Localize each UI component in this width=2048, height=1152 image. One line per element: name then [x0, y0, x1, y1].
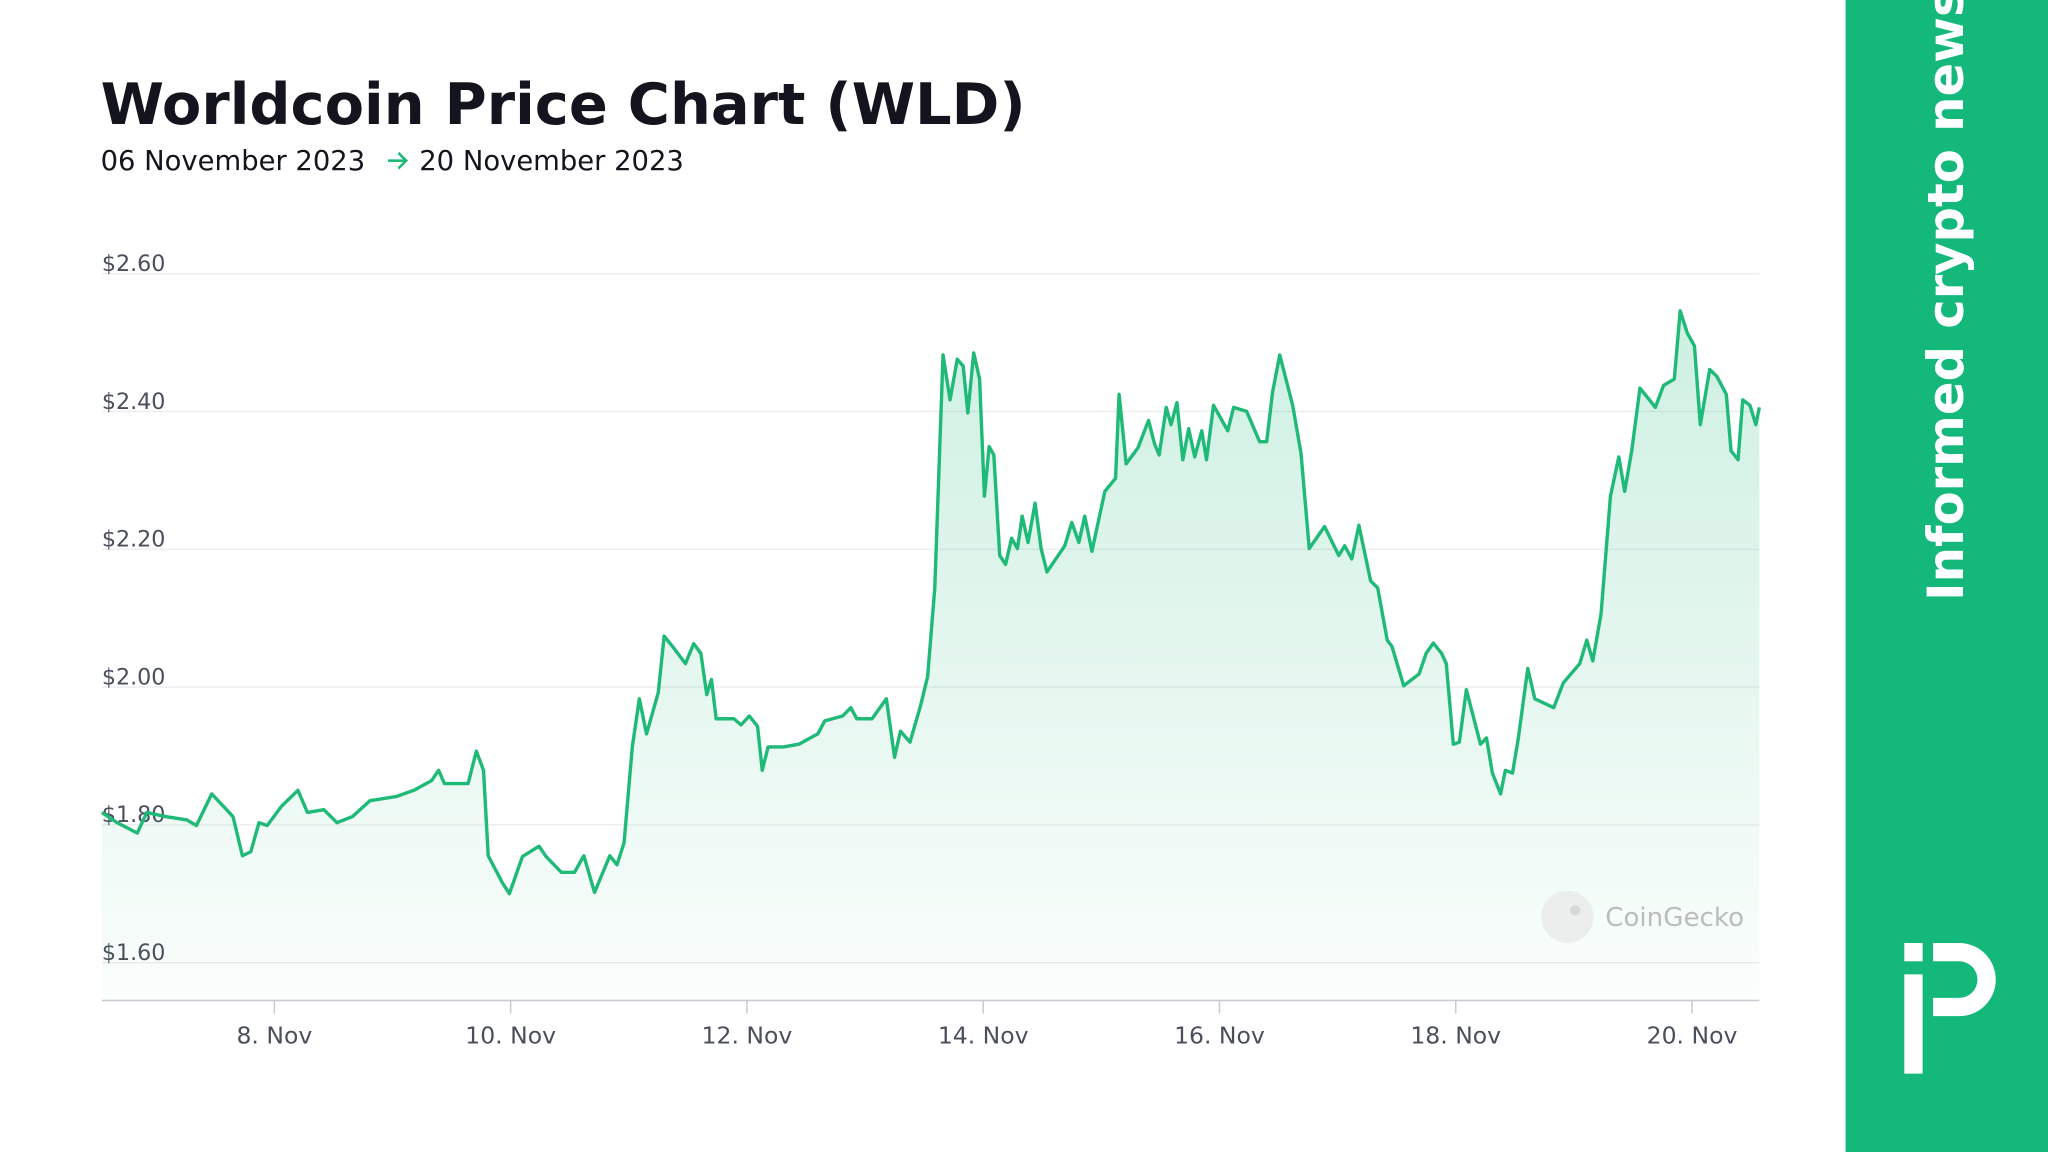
watermark: CoinGecko [1541, 890, 1744, 944]
watermark-text: CoinGecko [1605, 903, 1744, 933]
date-end: 20 November 2023 [419, 146, 684, 177]
y-tick-label: $2.60 [102, 251, 166, 277]
x-tick-label: 16. Nov [1174, 1022, 1265, 1050]
watermark-logo [1541, 890, 1594, 944]
logo-stem [1904, 974, 1923, 1074]
x-tick-label: 14. Nov [938, 1022, 1029, 1050]
y-tick-label: $2.40 [102, 389, 166, 415]
x-tick-label: 18. Nov [1410, 1022, 1501, 1050]
x-tick-label: 8. Nov [236, 1022, 312, 1050]
brand-logo [1904, 943, 1996, 1074]
logo-bowl [1933, 943, 1996, 1017]
sidebar-tagline: Informed crypto news [1917, 0, 1975, 601]
chart-title: Worldcoin Price Chart (WLD) [101, 71, 1026, 138]
logo-dot [1904, 943, 1923, 962]
arrow [387, 151, 409, 170]
x-tick-label: 10. Nov [465, 1022, 556, 1050]
plot-area: $1.60$1.80$2.00$2.20$2.40$2.608. Nov10. … [100, 251, 1762, 1050]
y-tick-label: $2.20 [102, 527, 166, 553]
watermark-eye [1569, 905, 1581, 916]
x-tick-label: 20. Nov [1647, 1022, 1738, 1050]
y-tick-label: $2.00 [102, 664, 166, 690]
date-start: 06 November 2023 [101, 146, 366, 177]
x-tick-label: 12. Nov [702, 1022, 793, 1050]
price-line [100, 309, 1762, 896]
